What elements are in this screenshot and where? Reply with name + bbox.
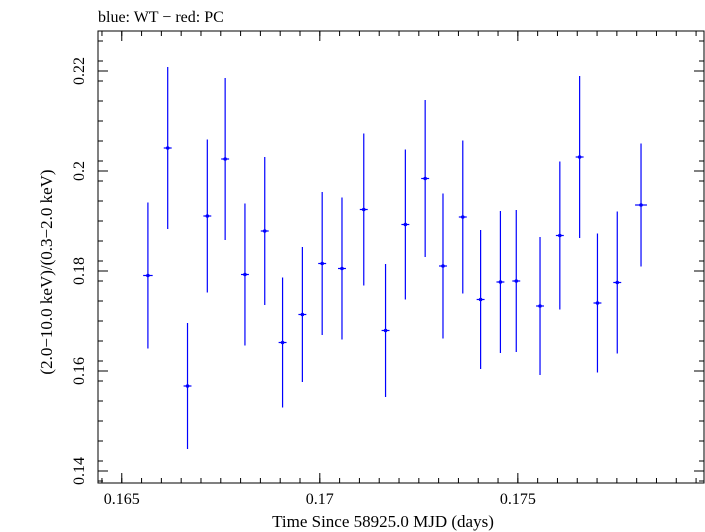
plot-frame: [97, 30, 705, 484]
point-marker: [146, 273, 150, 278]
point-marker: [262, 229, 267, 233]
y-tick-label: 0.16: [71, 357, 88, 385]
point-marker: [383, 328, 388, 333]
point-marker: [615, 280, 620, 285]
y-tick-label: 0.18: [71, 257, 88, 285]
data-point: [221, 78, 230, 240]
data-point: [318, 192, 327, 335]
data-point: [512, 210, 521, 352]
data-point: [635, 143, 647, 267]
point-marker: [514, 279, 519, 283]
data-point: [575, 76, 584, 238]
y-tick-label: 0.14: [71, 457, 88, 485]
data-point: [278, 277, 287, 408]
data-point: [381, 264, 390, 397]
data-point: [359, 133, 368, 286]
data-point: [593, 233, 602, 373]
point-marker: [165, 146, 170, 150]
data-point: [298, 247, 307, 382]
point-marker: [320, 261, 324, 266]
data-point: [338, 197, 346, 340]
data-point: [260, 157, 269, 305]
point-marker: [300, 312, 305, 317]
point-marker: [223, 157, 227, 161]
data-point: [240, 203, 249, 346]
data-point: [496, 211, 505, 353]
point-marker: [403, 222, 408, 227]
point-marker: [478, 297, 483, 302]
point-marker: [361, 207, 366, 212]
point-marker: [441, 264, 445, 268]
point-marker: [340, 266, 344, 271]
data-point: [183, 323, 192, 449]
point-marker: [280, 340, 285, 345]
y-tick-label: 0.2: [71, 161, 88, 181]
point-marker: [460, 215, 465, 219]
point-marker: [595, 301, 600, 305]
point-marker: [205, 214, 210, 218]
data-point: [203, 139, 212, 293]
data-point: [439, 193, 447, 339]
data-point: [476, 230, 485, 369]
data-point: [163, 67, 172, 229]
data-point: [458, 140, 467, 294]
chart-title: blue: WT − red: PC: [98, 9, 224, 26]
data-point: [421, 100, 430, 257]
point-marker: [243, 272, 247, 277]
point-marker: [558, 233, 562, 238]
point-marker: [538, 304, 542, 308]
x-tick-label: 0.17: [306, 491, 334, 508]
point-marker: [639, 203, 643, 207]
x-tick-label: 0.165: [104, 491, 140, 508]
axis-ticks: 0.165 0.17 0.175 0.14 0.16 0.18 0.2 0.22: [71, 31, 704, 508]
x-axis-label: Time Since 58925.0 MJD (days): [272, 512, 494, 531]
data-point: [555, 161, 564, 310]
x-tick-label: 0.175: [500, 491, 536, 508]
data-point: [613, 211, 622, 354]
point-marker: [498, 280, 503, 284]
point-marker: [185, 384, 190, 388]
point-marker: [423, 176, 427, 181]
data-point: [401, 149, 410, 300]
data-point: [143, 202, 153, 349]
data-points: [143, 67, 647, 449]
y-axis-label: (2.0−10.0 keV)/(0.3−2.0 keV): [37, 169, 56, 374]
point-marker: [577, 155, 582, 159]
y-tick-label: 0.22: [71, 57, 88, 85]
data-point: [536, 237, 544, 375]
